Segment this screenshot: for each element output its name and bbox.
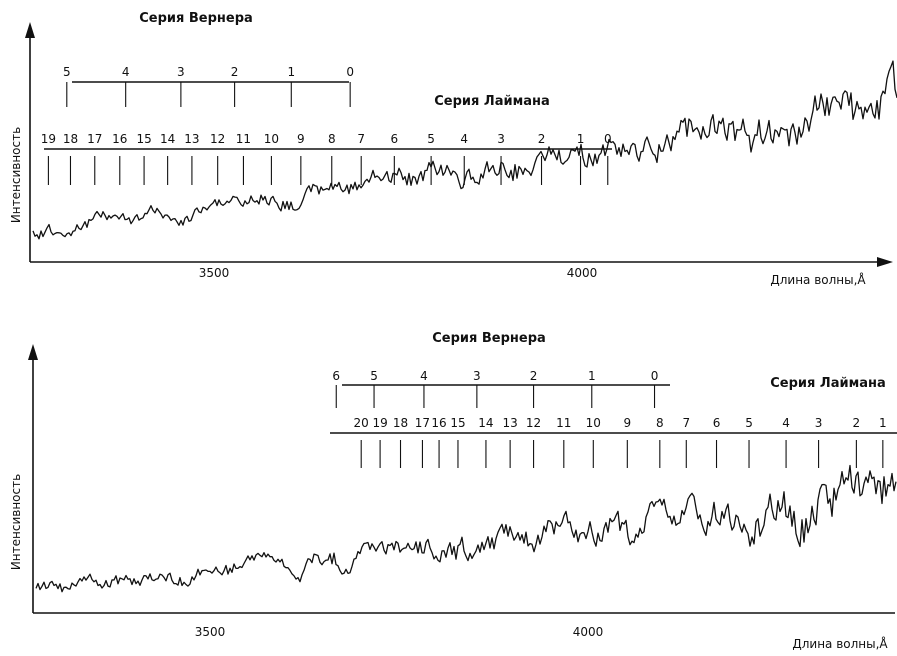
top-lyman-band-label: 13 [184,132,199,146]
top-lyman-band-label: 6 [390,132,398,146]
top-lyman-band-label: 18 [63,132,78,146]
top-lyman-band-label: 3 [497,132,505,146]
bottom-werner-band-label: 0 [651,369,659,383]
top-x-axis-arrow [877,257,893,267]
top-lyman-band-label: 10 [264,132,279,146]
bottom-y-axis-label: Интенсивность [9,474,23,570]
bottom-lyman-title: Серия Лаймана [770,376,885,391]
top-werner-bands: 5 4 3 2 1 0 [63,65,354,107]
bottom-spectrum-trace [35,464,897,593]
top-lyman-band-label: 12 [210,132,225,146]
bottom-lyman-band-label: 4 [782,416,790,430]
bottom-lyman-band-label: 6 [713,416,721,430]
bottom-lyman-band-label: 8 [656,416,664,430]
bottom-x-axis-label: Длина волны,Å [792,636,888,651]
bottom-lyman-band-label: 12 [526,416,541,430]
top-lyman-bands: 19 18 17 16 15 14 13 12 11 10 9 8 7 6 5 4 3 2 1 0 [41,132,612,185]
top-lyman-band-label: 14 [160,132,175,146]
top-werner-band-label: 0 [346,65,354,79]
top-lyman-band-label: 4 [460,132,468,146]
top-y-axis-arrow [25,22,35,38]
top-x-tick-label-3500: 3500 [199,266,230,280]
top-lyman-band-label: 5 [427,132,435,146]
top-werner-band-label: 1 [287,65,295,79]
bottom-werner-bands: 6 5 4 3 2 1 0 [332,369,658,408]
bottom-werner-band-label: 6 [332,369,340,383]
bottom-werner-band-label: 5 [370,369,378,383]
bottom-werner-title: Серия Вернера [432,331,546,346]
bottom-x-tick-label-4000: 4000 [573,625,604,639]
top-werner-band-label: 3 [177,65,185,79]
bottom-werner-band-label: 3 [473,369,481,383]
top-lyman-band-label: 17 [87,132,102,146]
bottom-werner-band-label: 2 [530,369,538,383]
top-spectrum-panel: Интенсивность Длина волны,Å 3500 4000 Се… [9,11,897,287]
top-lyman-band-label: 0 [604,132,612,146]
bottom-lyman-band-label: 9 [623,416,631,430]
top-lyman-band-label: 7 [357,132,365,146]
top-werner-band-label: 5 [63,65,71,79]
bottom-lyman-band-label: 16 [431,416,446,430]
top-lyman-band-label: 1 [577,132,585,146]
bottom-x-tick-label-3500: 3500 [195,625,226,639]
bottom-werner-band-label: 4 [420,369,428,383]
bottom-lyman-band-label: 11 [556,416,571,430]
top-werner-title: Серия Вернера [139,11,253,26]
bottom-lyman-band-label: 15 [450,416,465,430]
top-lyman-band-label: 16 [112,132,127,146]
bottom-lyman-band-label: 20 [354,416,369,430]
top-spectrum-trace [32,60,897,240]
top-lyman-title: Серия Лаймана [434,94,549,109]
top-lyman-band-label: 2 [538,132,546,146]
bottom-lyman-band-label: 17 [415,416,430,430]
bottom-lyman-band-label: 19 [372,416,387,430]
bottom-lyman-band-label: 18 [393,416,408,430]
bottom-werner-band-label: 1 [588,369,596,383]
bottom-lyman-band-label: 3 [815,416,823,430]
top-y-axis-label: Интенсивность [9,127,23,223]
bottom-lyman-band-label: 2 [853,416,861,430]
top-werner-band-label: 2 [231,65,239,79]
top-lyman-band-label: 11 [236,132,251,146]
top-x-axis-label: Длина волны,Å [770,272,866,287]
bottom-spectrum-panel: Интенсивность Длина волны,Å 3500 4000 Се… [9,331,897,651]
bottom-lyman-band-label: 5 [745,416,753,430]
top-lyman-band-label: 9 [297,132,305,146]
bottom-lyman-band-label: 7 [682,416,690,430]
top-werner-band-label: 4 [122,65,130,79]
bottom-lyman-band-label: 10 [586,416,601,430]
bottom-lyman-band-label: 14 [478,416,493,430]
bottom-lyman-band-label: 1 [879,416,887,430]
top-lyman-band-label: 8 [328,132,336,146]
bottom-lyman-bands: 20 19 18 17 16 15 14 13 12 11 10 9 8 7 6 5 4 3 2 1 [354,416,887,468]
top-lyman-band-label: 15 [136,132,151,146]
bottom-lyman-band-label: 13 [502,416,517,430]
top-x-tick-label-4000: 4000 [567,266,598,280]
top-lyman-band-label: 19 [41,132,56,146]
bottom-y-axis-arrow [28,344,38,360]
